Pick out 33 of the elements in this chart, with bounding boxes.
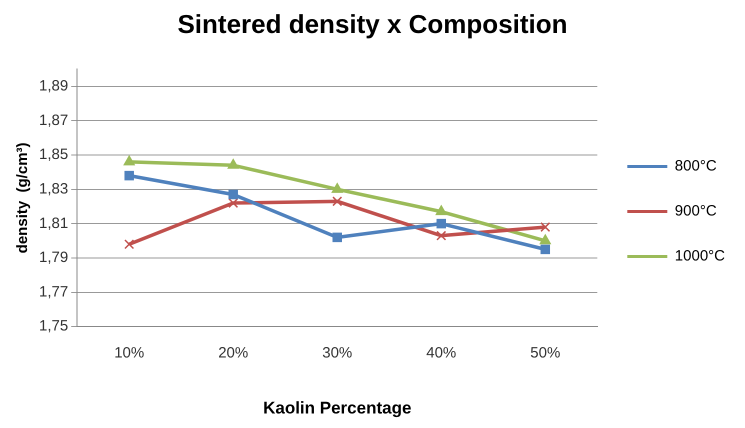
legend-label: 900°C <box>674 202 717 220</box>
y-tick-label: 1,75 <box>38 318 68 335</box>
legend-label: 800°C <box>674 158 717 175</box>
x-tick-label: 40% <box>426 344 456 362</box>
point <box>124 155 135 166</box>
x-tick-label: 20% <box>218 344 248 362</box>
point <box>228 190 238 200</box>
legend-label: 1000°C <box>674 248 726 265</box>
chart-title: Sintered density x Composition <box>177 8 568 39</box>
point <box>124 170 134 180</box>
x-tick-label: 10% <box>114 344 144 362</box>
y-axis-title: density (g/cm³) <box>14 142 32 254</box>
point <box>540 222 550 232</box>
point <box>436 230 446 241</box>
x-tick-label: 30% <box>322 344 352 362</box>
y-tick-label: 1,89 <box>38 78 68 94</box>
point <box>436 205 447 216</box>
point <box>540 244 550 254</box>
x-tick-label: 50% <box>530 344 560 362</box>
y-tick-label: 1,83 <box>38 180 68 198</box>
point <box>332 232 342 242</box>
point <box>228 198 238 208</box>
point <box>332 196 342 206</box>
y-tick-label: 1,77 <box>38 283 68 300</box>
x-axis-title: Kaolin Percentage <box>263 398 412 418</box>
y-tick-label: 1,79 <box>38 249 68 266</box>
point <box>436 218 446 228</box>
point <box>228 158 239 169</box>
y-tick-label: 1,87 <box>38 112 68 129</box>
y-tick-label: 1,81 <box>38 214 68 232</box>
y-tick-label: 1,85 <box>38 146 68 164</box>
point <box>332 182 343 193</box>
point <box>124 239 134 250</box>
